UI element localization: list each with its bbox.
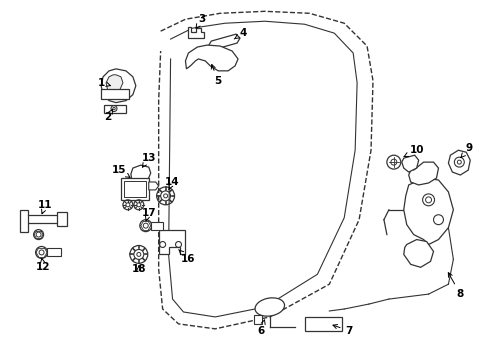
Polygon shape (403, 178, 452, 244)
Polygon shape (106, 75, 122, 96)
Text: 11: 11 (38, 200, 53, 214)
Polygon shape (158, 230, 185, 255)
Bar (304, 317, 342, 331)
Polygon shape (148, 182, 158, 190)
Text: 7: 7 (332, 325, 352, 336)
Text: 1: 1 (97, 78, 110, 88)
Polygon shape (408, 162, 438, 185)
Text: 6: 6 (257, 320, 264, 336)
Text: 12: 12 (36, 258, 51, 272)
Bar (123, 181, 145, 197)
Polygon shape (188, 27, 204, 38)
Text: 18: 18 (131, 264, 146, 274)
Bar (101, 89, 129, 99)
Text: 13: 13 (141, 153, 156, 167)
Text: 4: 4 (234, 28, 246, 39)
Polygon shape (20, 210, 28, 231)
Ellipse shape (255, 298, 284, 316)
Bar (46, 248, 61, 256)
Text: 15: 15 (111, 165, 130, 177)
Polygon shape (403, 239, 433, 267)
Text: 9: 9 (460, 143, 472, 158)
Text: 8: 8 (447, 273, 463, 299)
Polygon shape (253, 315, 262, 324)
Bar (57, 212, 67, 226)
Text: 16: 16 (178, 249, 195, 264)
Polygon shape (185, 45, 238, 71)
Bar (121, 178, 148, 200)
Bar (104, 105, 126, 113)
Polygon shape (208, 34, 240, 50)
Polygon shape (131, 165, 150, 183)
Text: 2: 2 (104, 109, 112, 122)
Text: 3: 3 (196, 14, 205, 28)
Bar (150, 222, 163, 230)
Text: 14: 14 (165, 177, 180, 190)
Polygon shape (101, 69, 136, 103)
Polygon shape (401, 155, 418, 172)
Text: 10: 10 (403, 145, 423, 157)
Polygon shape (447, 150, 469, 175)
Text: 17: 17 (141, 208, 156, 221)
Bar (24, 215, 61, 223)
Text: 5: 5 (211, 64, 222, 86)
